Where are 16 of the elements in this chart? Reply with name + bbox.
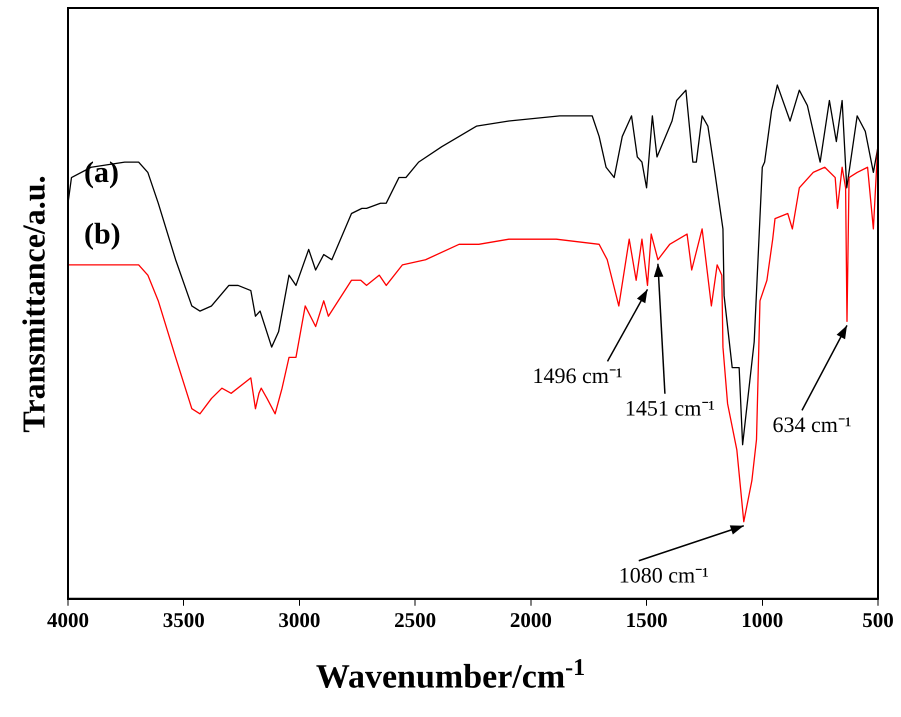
x-tick-label: 500 (862, 608, 894, 632)
y-axis-title: Transmittance/a.u. (16, 175, 52, 433)
x-tick-label: 4000 (47, 608, 89, 632)
annotation: 634 cm⁻¹ (772, 412, 852, 438)
x-tick-label: 3000 (278, 608, 320, 632)
x-tick-label: 1000 (741, 608, 784, 632)
annotation: 1496 cm⁻¹ (532, 363, 622, 388)
series-label: (b) (84, 218, 121, 251)
x-tick-label: 1500 (626, 608, 668, 632)
annotation: 1080 cm⁻¹ (618, 562, 709, 588)
x-tick-label: 2500 (394, 608, 436, 632)
annotation: 1451 cm⁻¹ (624, 396, 715, 421)
x-tick-label: 3500 (162, 608, 205, 632)
series-label: (a) (84, 156, 119, 189)
x-axis-title: Wavenumber/cm$^{-1}$ (314, 655, 586, 696)
x-tick-label: 2000 (510, 608, 552, 632)
